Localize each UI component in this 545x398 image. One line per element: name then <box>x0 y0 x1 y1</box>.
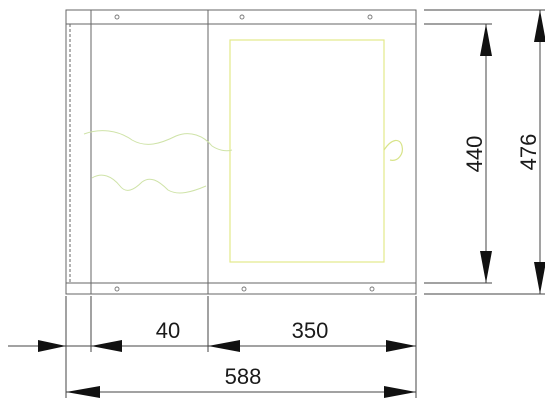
arrow-inner-top <box>480 24 492 56</box>
panel-outline <box>229 39 385 263</box>
arrow-350-right <box>386 340 416 352</box>
bottom-dimension-arrows <box>38 340 416 398</box>
wire-upper <box>83 130 233 152</box>
cabinet-frame <box>65 9 417 295</box>
arrow-overall-left <box>66 386 100 398</box>
arrow-outer-top <box>534 10 545 42</box>
hole-top-3 <box>367 14 373 20</box>
inner-panel <box>229 39 403 263</box>
wire-lower <box>91 174 207 194</box>
wires <box>83 130 233 194</box>
hole-bottom-2 <box>241 286 247 292</box>
mounting-holes <box>114 14 375 292</box>
label-right-section-width: 350 <box>292 318 329 343</box>
label-left-section-width: 40 <box>156 318 180 343</box>
right-dimensions <box>424 9 545 295</box>
arrow-40-left <box>91 340 122 352</box>
right-dimension-arrows <box>480 10 545 294</box>
label-inner-height: 440 <box>462 136 487 173</box>
bottom-dimensions <box>8 296 417 398</box>
hole-bottom-1 <box>114 286 120 292</box>
panel-handle <box>383 139 403 161</box>
hole-top-1 <box>114 14 120 20</box>
arrow-350-left <box>208 340 240 352</box>
outer-frame <box>65 9 417 295</box>
hole-bottom-3 <box>369 286 375 292</box>
hole-top-2 <box>239 14 245 20</box>
arrow-outer-bottom <box>534 262 545 294</box>
arrow-inner-bottom <box>480 251 492 283</box>
arrow-overall-right <box>384 386 416 398</box>
label-outer-height: 476 <box>516 134 541 171</box>
label-overall-width: 588 <box>225 364 262 389</box>
arrow-left-outside <box>38 340 66 352</box>
